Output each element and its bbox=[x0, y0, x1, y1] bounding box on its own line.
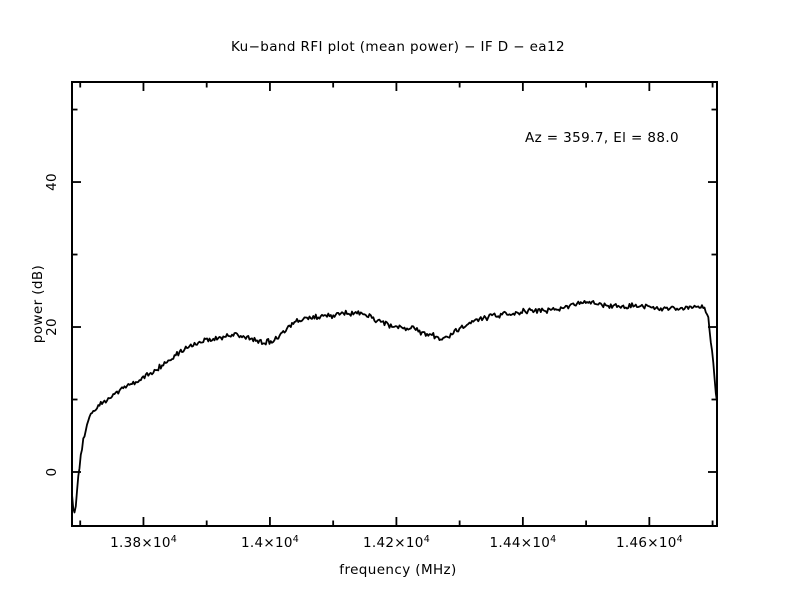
x-axis-label: frequency (MHz) bbox=[339, 562, 457, 578]
x-tick-label: 1.38×104 bbox=[110, 534, 177, 551]
y-tick-label: 20 bbox=[44, 318, 60, 336]
x-tick-label: 1.4×104 bbox=[241, 534, 299, 551]
power-spectrum-trace bbox=[71, 300, 718, 514]
x-tick-label: 1.46×104 bbox=[615, 534, 683, 551]
x-tick-label: 1.44×104 bbox=[489, 534, 557, 551]
x-tick-label: 1.42×104 bbox=[363, 534, 430, 551]
plot-frame bbox=[71, 81, 718, 527]
y-tick-label: 0 bbox=[44, 467, 60, 477]
chart-title: Ku−band RFI plot (mean power) − IF D − e… bbox=[231, 39, 565, 55]
axis-ticks bbox=[73, 83, 716, 525]
y-axis-label: power (dB) bbox=[30, 264, 46, 344]
y-tick-label: 40 bbox=[44, 173, 60, 191]
az-el-annotation: Az = 359.7, El = 88.0 bbox=[524, 130, 680, 146]
